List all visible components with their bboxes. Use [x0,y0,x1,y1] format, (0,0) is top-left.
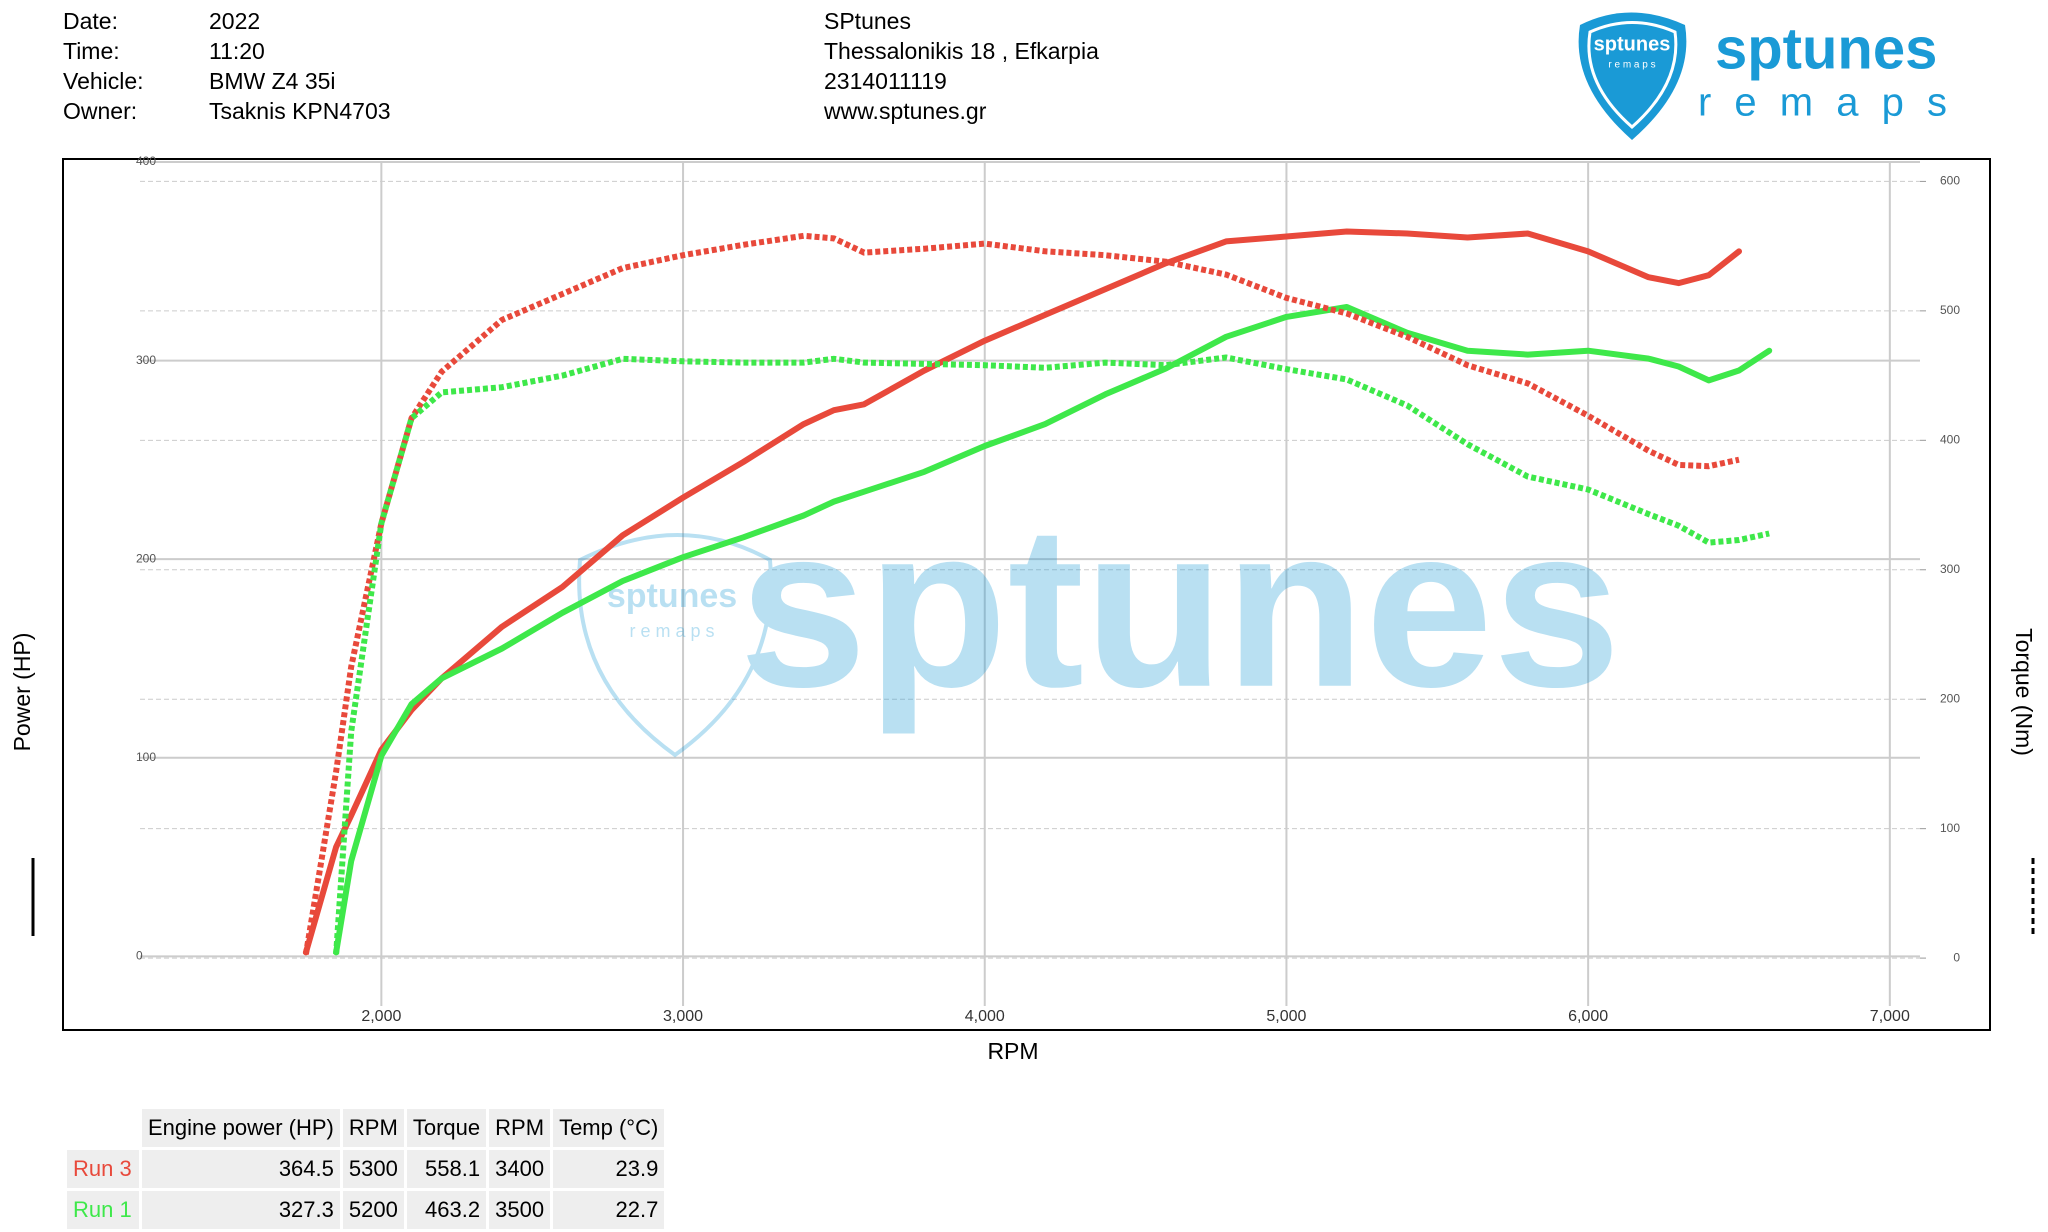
table-cell: 23.9 [553,1150,665,1188]
watermark: sptunes r e m a p s sptunes [577,478,1621,758]
y-tick-label: 300 [136,353,156,367]
logo-shield [1578,12,1687,140]
logo-name: sptunes [1715,16,1937,81]
shop-info: www.sptunes.gr [824,98,987,124]
y2-tick-label: 500 [1940,303,1960,317]
table-cell: 364.5 [142,1150,340,1188]
table-cell: 3500 [489,1191,551,1229]
header-cell: RPM [489,1109,551,1147]
y-axis-label: Power (HP) [9,633,35,752]
y-tick-label: 200 [136,551,156,565]
logo-small-tagline: r e m a p s [1608,60,1655,71]
chart: sptunes r e m a p s sptunes RPM Power (H… [9,154,2037,1064]
logo: sptunes r e m a p s sptunes r e m a p s [1578,12,1953,140]
y2-tick-label: 400 [1940,432,1960,446]
torque-line [333,354,1770,955]
table-cell: 5200 [342,1191,404,1229]
y2-tick-label: 300 [1940,562,1960,576]
torque-line [302,232,1740,955]
y2-tick-label: 600 [1940,174,1960,188]
watermark-name: sptunes [739,478,1621,735]
table-row: Run 3 364.5 5300 558.1 3400 23.9 [67,1150,665,1188]
y2-tick-label: 200 [1940,691,1960,705]
x-tick-label: 2,000 [361,1008,401,1025]
table-cell: 463.2 [406,1191,487,1229]
header-cell: Torque [406,1109,487,1147]
y2-tick-label: 100 [1940,821,1960,835]
watermark-small-name: sptunes [607,577,737,615]
run-name: Run 3 [67,1150,139,1188]
x-tick-label: 6,000 [1568,1008,1608,1025]
table-cell: 5300 [342,1150,404,1188]
y-tick-label: 0 [136,949,143,963]
header-label: Date: [63,8,118,34]
table-cell: 3400 [489,1150,551,1188]
x-tick-label: 4,000 [965,1008,1005,1025]
y2-axis-label: Torque (Nm) [2011,628,2037,756]
header-label: Owner: [63,98,138,124]
logo-shield-rim [1587,21,1678,129]
shop-info: SPtunes [824,8,911,34]
table-cell: 558.1 [406,1150,487,1188]
table-header: Engine power (HP) RPM Torque RPM Temp (°C) [67,1109,665,1147]
header-label: Vehicle: [63,68,144,94]
x-tick-label: 7,000 [1870,1008,1910,1025]
header-cell: Temp (°C) [553,1109,665,1147]
x-tick-label: 3,000 [663,1008,703,1025]
shop-info: 2314011119 [824,68,947,94]
table-row: Run 1 327.3 5200 463.2 3500 22.7 [67,1191,665,1229]
results-table: Engine power (HP) RPM Torque RPM Temp (°C) Ru… [64,1106,667,1232]
power-line [333,304,1773,956]
corner-cell [67,1109,139,1147]
shop-info: Thessalonikis 18 , Efkarpia [824,38,1099,64]
header-label: Time: [63,38,120,64]
table-cell: 22.7 [553,1191,665,1229]
table-cell: 327.3 [142,1191,340,1229]
header-value: 2022 [209,8,261,34]
watermark-shield [577,533,773,758]
header-cell: Engine power (HP) [142,1109,340,1147]
logo-tagline: r e m a p s [1698,81,1953,125]
plot-frame [62,158,1991,1031]
header-cell: RPM [342,1109,404,1147]
y-tick-label: 400 [136,154,156,168]
header-value: Tsaknis KPN4703 [209,98,391,124]
header-value: BMW Z4 35i [209,68,336,94]
run-name: Run 1 [67,1191,139,1229]
header-value: 11:20 [209,38,265,64]
logo-small-name: sptunes [1594,33,1671,55]
y2-tick-label: 0 [1953,950,1960,964]
x-tick-label: 5,000 [1266,1008,1306,1025]
watermark-small-tagline: r e m a p s [629,621,714,641]
y-tick-label: 100 [136,750,156,764]
x-axis-label: RPM [987,1038,1038,1064]
